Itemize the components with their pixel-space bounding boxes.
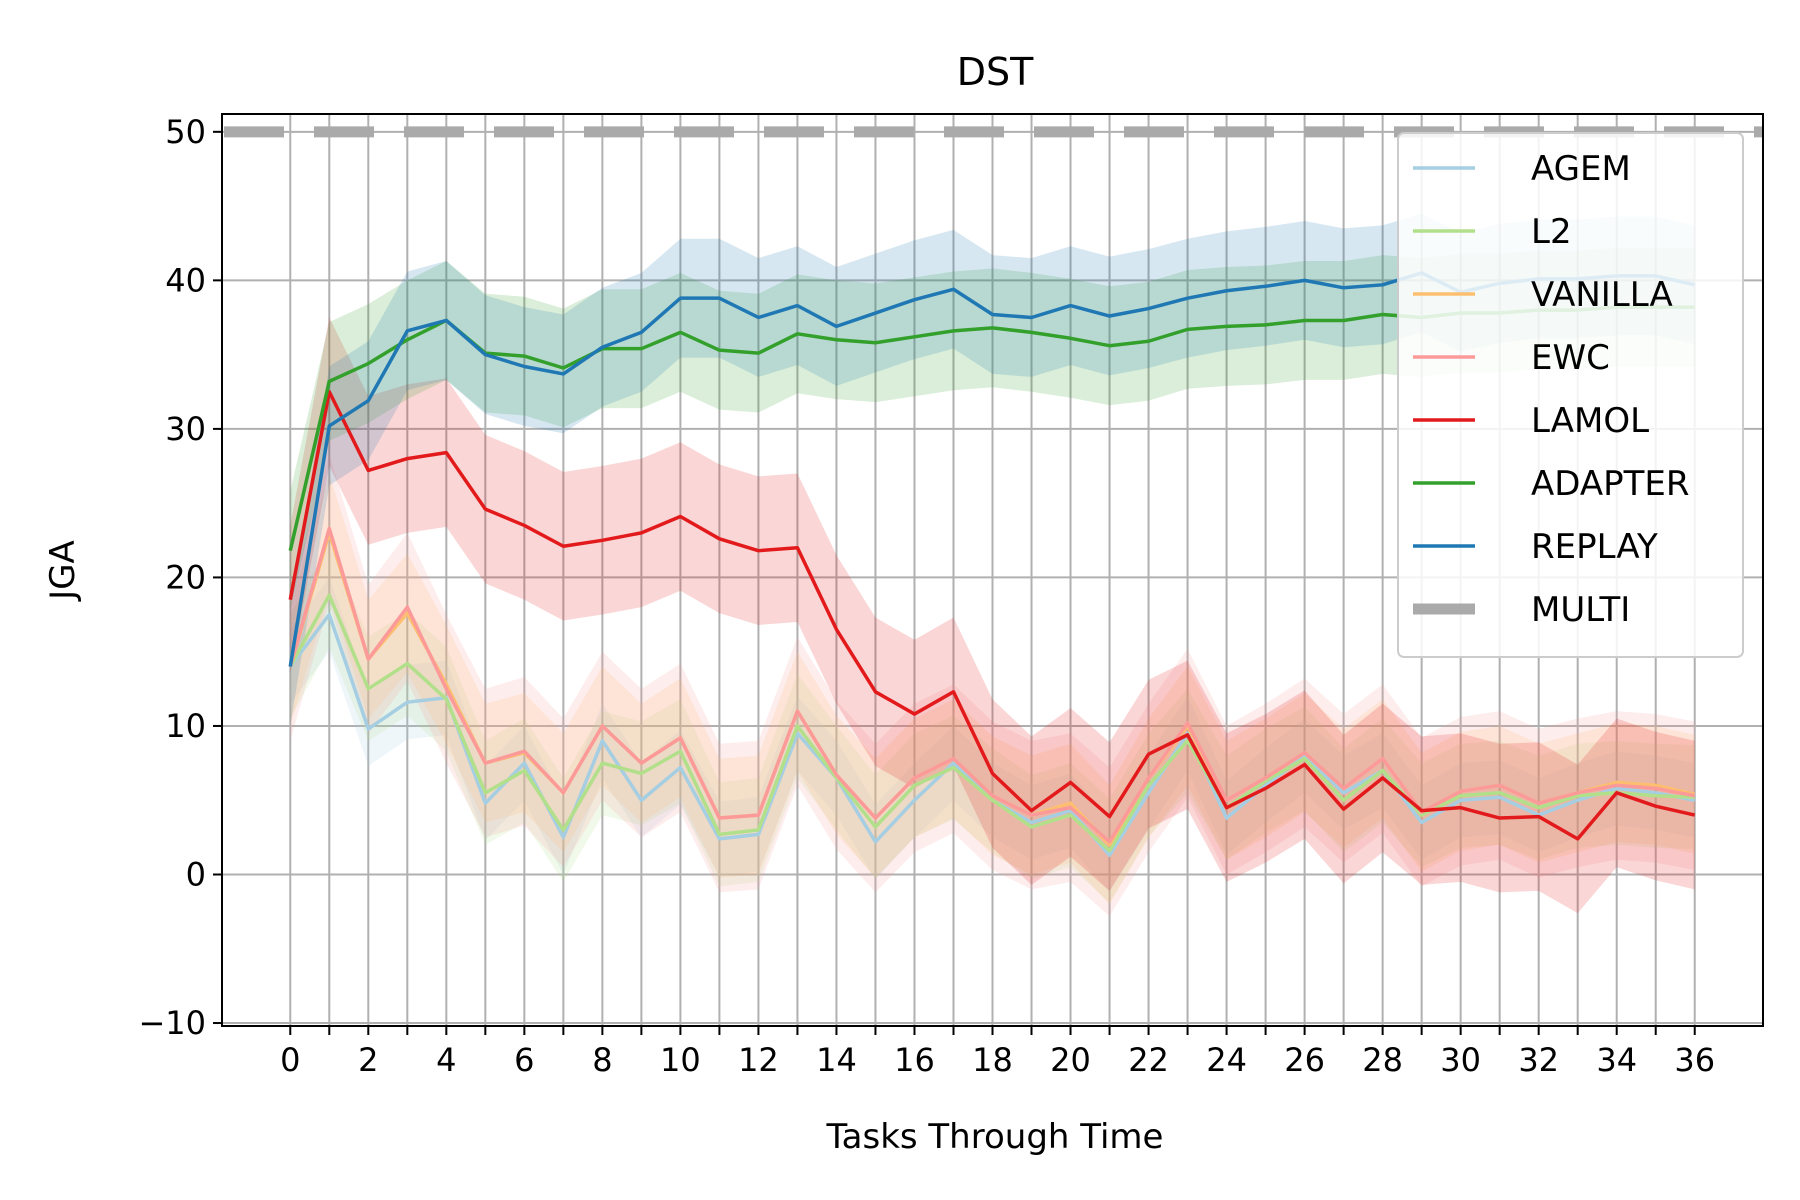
band-adapter <box>290 247 1695 611</box>
x-tick-label: 32 <box>1518 1041 1559 1079</box>
band-vanilla <box>290 473 1695 905</box>
x-tick-label: 26 <box>1284 1041 1325 1079</box>
x-axis: 0 2 4 6 8 10 12 14 16 18 20 22 24 26 28 30 32 34 36 <box>280 1026 1715 1079</box>
y-tick-label: −10 <box>138 1004 206 1042</box>
x-tick-label: 16 <box>894 1041 935 1079</box>
x-tick-label: 4 <box>436 1041 456 1079</box>
legend: AGEM L2 VANILLA EWC LAMOL ADAPTER REPLAY MULTI <box>1397 132 1744 658</box>
legend-label-adapter: ADAPTER <box>1531 464 1689 504</box>
series-line-l2 <box>288 593 1695 853</box>
x-tick-label: 24 <box>1206 1041 1247 1079</box>
band-lamol <box>290 317 1695 914</box>
x-tick-label: 2 <box>358 1041 378 1079</box>
x-tick-label: 22 <box>1128 1041 1169 1079</box>
band-replay <box>290 213 1695 726</box>
y-axis: −10 0 10 20 30 40 50 <box>138 113 222 1042</box>
chart-title: DST <box>957 50 1034 94</box>
x-tick-label: 30 <box>1440 1041 1481 1079</box>
y-tick-label: 10 <box>165 707 206 745</box>
legend-label-vanilla: VANILLA <box>1531 275 1673 315</box>
x-tick-label: 28 <box>1362 1041 1403 1079</box>
legend-label-replay: REPLAY <box>1531 527 1658 567</box>
series-line-ewc <box>288 526 1696 844</box>
y-tick-label: 20 <box>165 558 206 596</box>
x-tick-label: 12 <box>738 1041 779 1079</box>
legend-label-agem: AGEM <box>1531 149 1631 189</box>
x-tick-label: 34 <box>1596 1041 1637 1079</box>
x-tick-label: 14 <box>816 1041 857 1079</box>
legend-label-ewc: EWC <box>1531 338 1610 378</box>
y-tick-label: 0 <box>186 855 206 893</box>
x-axis-label: Tasks Through Time <box>826 1117 1164 1157</box>
y-axis-label: JGA <box>43 540 83 602</box>
x-tick-label: 20 <box>1050 1041 1091 1079</box>
x-tick-label: 36 <box>1674 1041 1715 1079</box>
y-tick-label: 40 <box>165 261 206 299</box>
y-tick-label: 30 <box>165 410 206 448</box>
y-tick-label: 50 <box>165 113 206 151</box>
series-line-lamol <box>288 390 1696 841</box>
x-tick-label: 6 <box>514 1041 534 1079</box>
band-agem <box>290 577 1695 893</box>
legend-label-multi: MULTI <box>1531 590 1630 630</box>
x-tick-label: 10 <box>660 1041 701 1079</box>
band-l2 <box>290 543 1695 903</box>
legend-label-lamol: LAMOL <box>1531 401 1649 441</box>
x-tick-label: 18 <box>972 1041 1013 1079</box>
legend-label-l2: L2 <box>1531 212 1572 252</box>
x-tick-label: 8 <box>592 1041 612 1079</box>
x-tick-label: 0 <box>280 1041 300 1079</box>
legend-box <box>1397 132 1744 658</box>
